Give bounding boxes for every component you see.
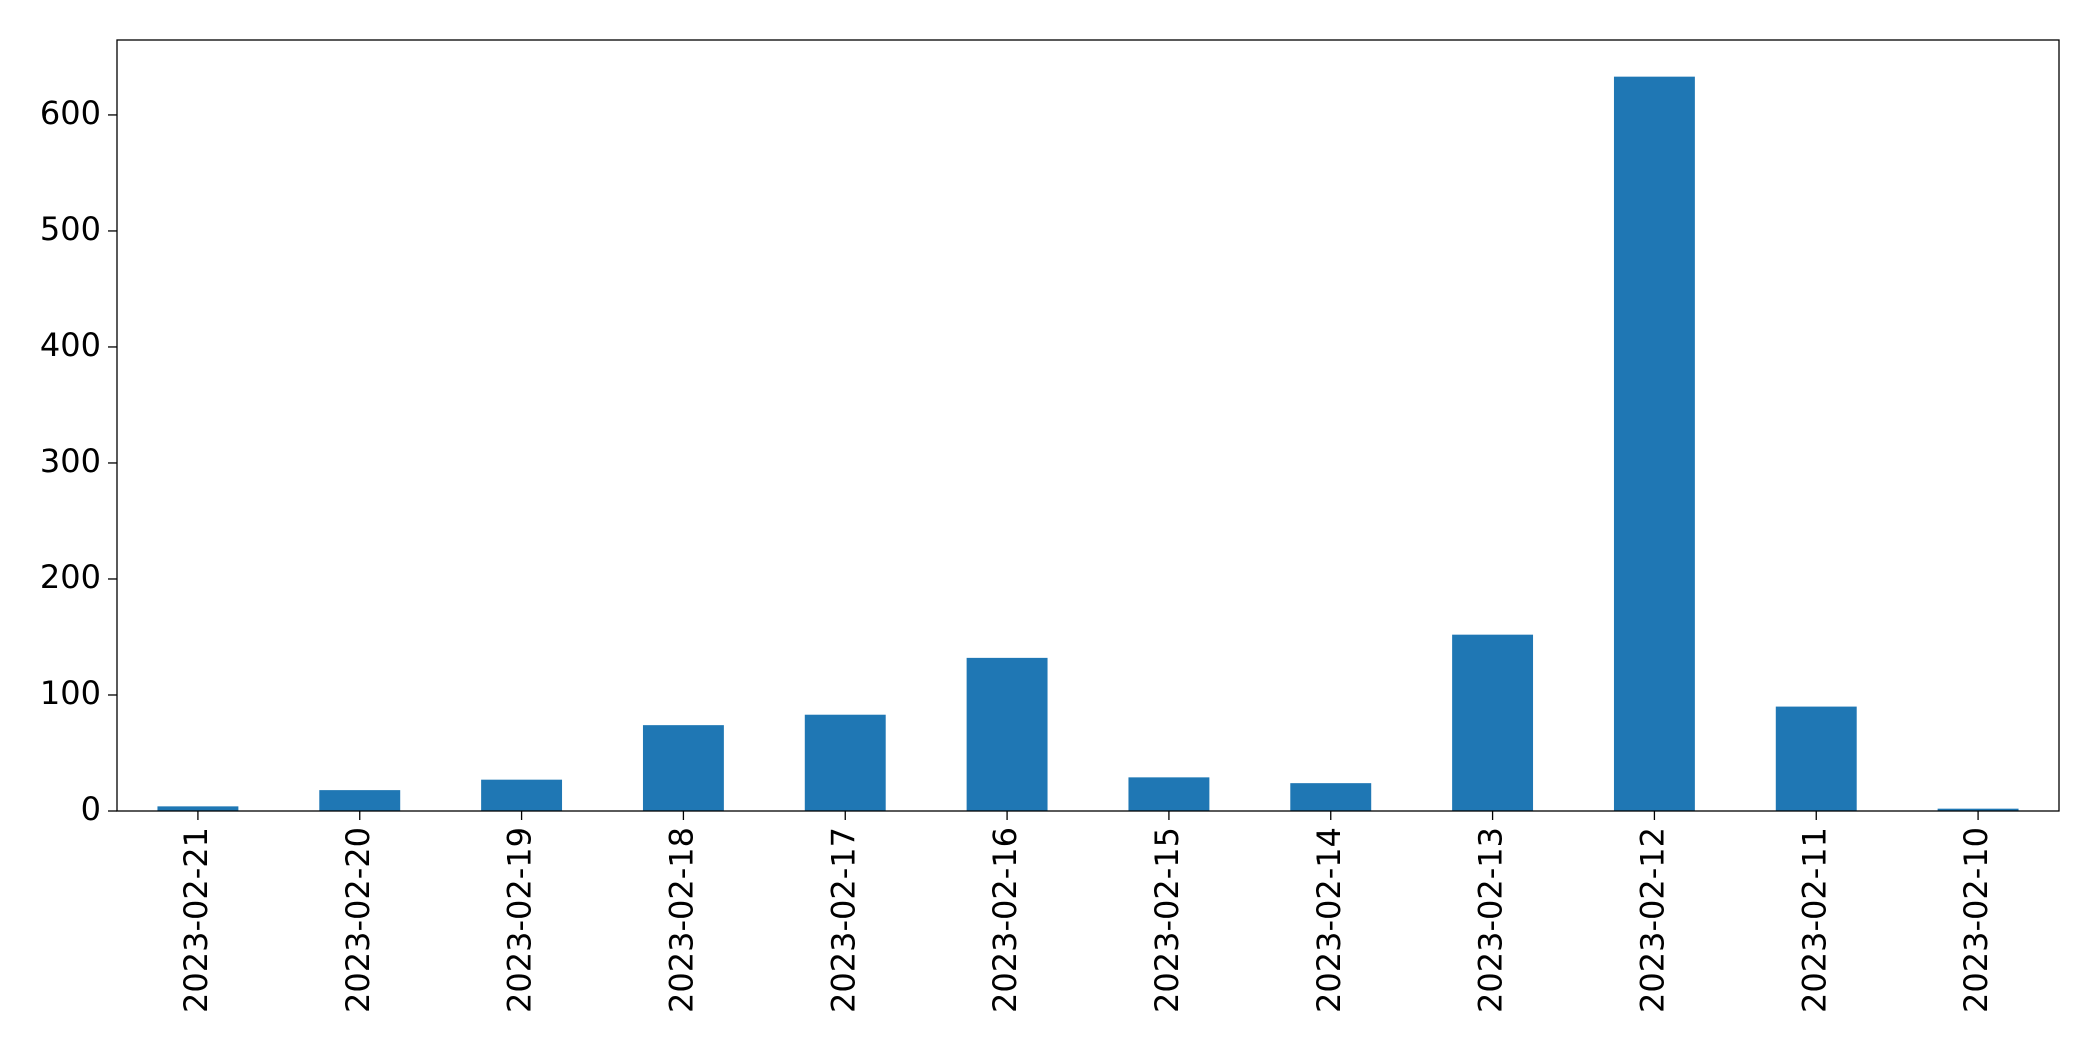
bar	[642, 725, 724, 811]
bar	[1775, 706, 1857, 811]
x-tick-label: 2023-02-17	[824, 827, 862, 1013]
bar	[157, 806, 239, 811]
bar	[319, 790, 401, 811]
x-tick-label: 2023-02-13	[1472, 827, 1510, 1013]
bar	[1452, 634, 1534, 811]
bar	[1290, 783, 1372, 811]
y-tick-label: 500	[40, 210, 101, 248]
x-tick-label: 2023-02-14	[1310, 827, 1348, 1013]
y-tick-label: 600	[40, 94, 101, 132]
bar	[1937, 808, 2019, 811]
x-tick-label: 2023-02-15	[1148, 827, 1186, 1013]
x-tick-label: 2023-02-21	[177, 827, 215, 1013]
bar	[1613, 76, 1695, 811]
x-tick-label: 2023-02-16	[986, 827, 1024, 1013]
x-tick-label: 2023-02-20	[339, 827, 377, 1013]
bar	[966, 657, 1048, 811]
x-tick-label: 2023-02-11	[1795, 827, 1833, 1013]
x-tick-label: 2023-02-18	[662, 827, 700, 1013]
bar	[804, 714, 886, 811]
x-tick-label: 2023-02-12	[1633, 827, 1671, 1013]
bar	[1128, 777, 1210, 811]
x-tick-label: 2023-02-19	[501, 827, 539, 1013]
x-tick-label: 2023-02-10	[1957, 827, 1995, 1013]
y-tick-label: 200	[40, 558, 101, 596]
plot-frame	[116, 39, 2060, 812]
y-tick-label: 100	[40, 674, 101, 712]
bar	[481, 779, 563, 811]
y-tick-label: 0	[81, 790, 101, 828]
y-tick-label: 400	[40, 326, 101, 364]
y-tick-label: 300	[40, 442, 101, 480]
